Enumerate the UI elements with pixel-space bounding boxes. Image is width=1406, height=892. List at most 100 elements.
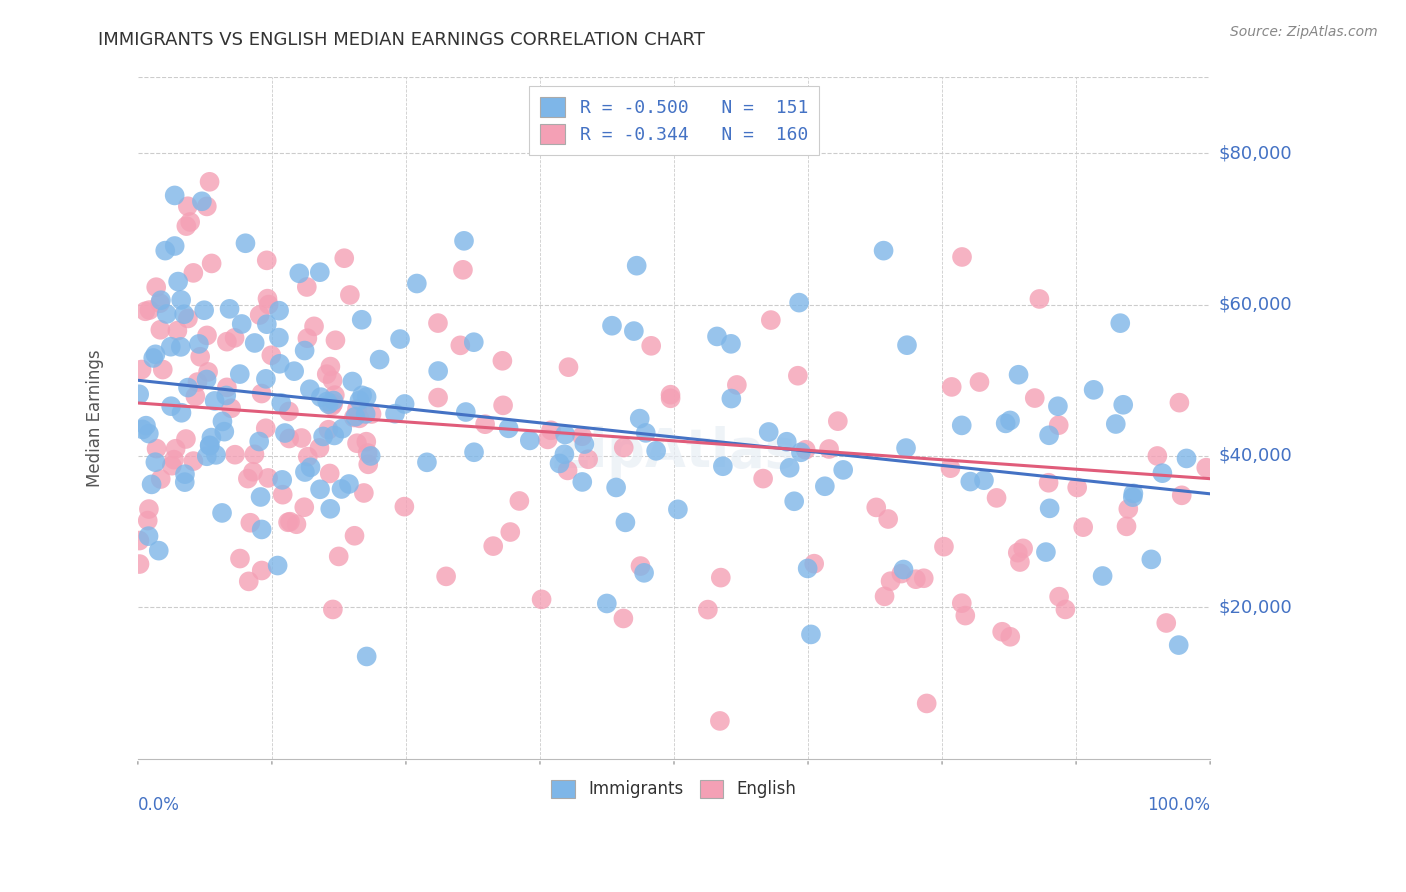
Point	[325, 333, 347, 347]
Point	[389, 332, 412, 346]
Point	[256, 292, 278, 306]
Point	[666, 502, 689, 516]
Point	[790, 445, 813, 459]
Point	[183, 454, 205, 468]
Point	[184, 389, 207, 403]
Point	[519, 434, 541, 448]
Point	[896, 338, 918, 352]
Text: IMMIGRANTS VS ENGLISH MEDIAN EARNINGS CORRELATION CHART: IMMIGRANTS VS ENGLISH MEDIAN EARNINGS CO…	[98, 31, 706, 49]
Point	[236, 472, 259, 486]
Point	[482, 539, 505, 553]
Point	[349, 393, 371, 408]
Point	[394, 500, 416, 514]
Point	[214, 425, 236, 439]
Point	[149, 472, 172, 486]
Point	[266, 558, 288, 573]
Point	[337, 477, 360, 491]
Point	[215, 334, 238, 349]
Point	[195, 372, 218, 386]
Point	[360, 449, 382, 463]
Point	[498, 421, 520, 435]
Point	[696, 602, 718, 616]
Point	[183, 266, 205, 280]
Point	[197, 365, 219, 379]
Text: $40,000: $40,000	[1219, 447, 1292, 465]
Point	[269, 303, 291, 318]
Point	[145, 442, 167, 456]
Point	[141, 477, 163, 491]
Point	[659, 387, 682, 401]
Point	[219, 401, 242, 416]
Point	[752, 472, 775, 486]
Point	[167, 275, 190, 289]
Point	[132, 422, 155, 436]
Point	[267, 330, 290, 344]
Point	[600, 318, 623, 333]
Point	[530, 592, 553, 607]
Point	[540, 423, 562, 437]
Point	[298, 382, 321, 396]
Text: 0.0%: 0.0%	[138, 797, 180, 814]
Point	[998, 413, 1021, 427]
Point	[758, 425, 780, 439]
Point	[571, 429, 593, 443]
Point	[576, 452, 599, 467]
Point	[145, 280, 167, 294]
Point	[315, 367, 337, 381]
Point	[288, 266, 311, 280]
Point	[149, 296, 172, 310]
Point	[776, 434, 799, 449]
Point	[1122, 486, 1144, 500]
Point	[759, 313, 782, 327]
Point	[893, 562, 915, 576]
Point	[187, 337, 209, 351]
Point	[271, 473, 294, 487]
Point	[188, 350, 211, 364]
Point	[176, 219, 198, 233]
Point	[574, 437, 596, 451]
Point	[1028, 292, 1050, 306]
Point	[932, 540, 955, 554]
Point	[174, 432, 197, 446]
Point	[1140, 552, 1163, 566]
Point	[612, 611, 634, 625]
Point	[814, 479, 837, 493]
Text: Median Earnings: Median Earnings	[86, 350, 104, 487]
Point	[865, 500, 887, 515]
Point	[309, 390, 332, 404]
Point	[295, 280, 318, 294]
Point	[613, 441, 636, 455]
Point	[614, 516, 637, 530]
Point	[131, 362, 153, 376]
Point	[142, 351, 165, 365]
Point	[1152, 466, 1174, 480]
Point	[177, 199, 200, 213]
Point	[186, 375, 208, 389]
Point	[346, 402, 368, 417]
Point	[454, 405, 477, 419]
Point	[260, 348, 283, 362]
Point	[633, 566, 655, 580]
Point	[571, 475, 593, 489]
Point	[319, 467, 342, 481]
Point	[346, 436, 368, 450]
Point	[394, 397, 416, 411]
Point	[204, 393, 226, 408]
Point	[323, 428, 346, 442]
Point	[449, 338, 471, 352]
Point	[405, 277, 427, 291]
Point	[177, 311, 200, 326]
Point	[554, 427, 576, 442]
Point	[283, 364, 305, 378]
Point	[138, 426, 160, 441]
Point	[308, 441, 330, 455]
Point	[628, 411, 651, 425]
Point	[211, 414, 233, 428]
Point	[271, 488, 294, 502]
Text: 100.0%: 100.0%	[1147, 797, 1211, 814]
Point	[1038, 428, 1060, 442]
Point	[1175, 451, 1198, 466]
Point	[360, 407, 382, 421]
Point	[794, 442, 817, 457]
Point	[950, 418, 973, 433]
